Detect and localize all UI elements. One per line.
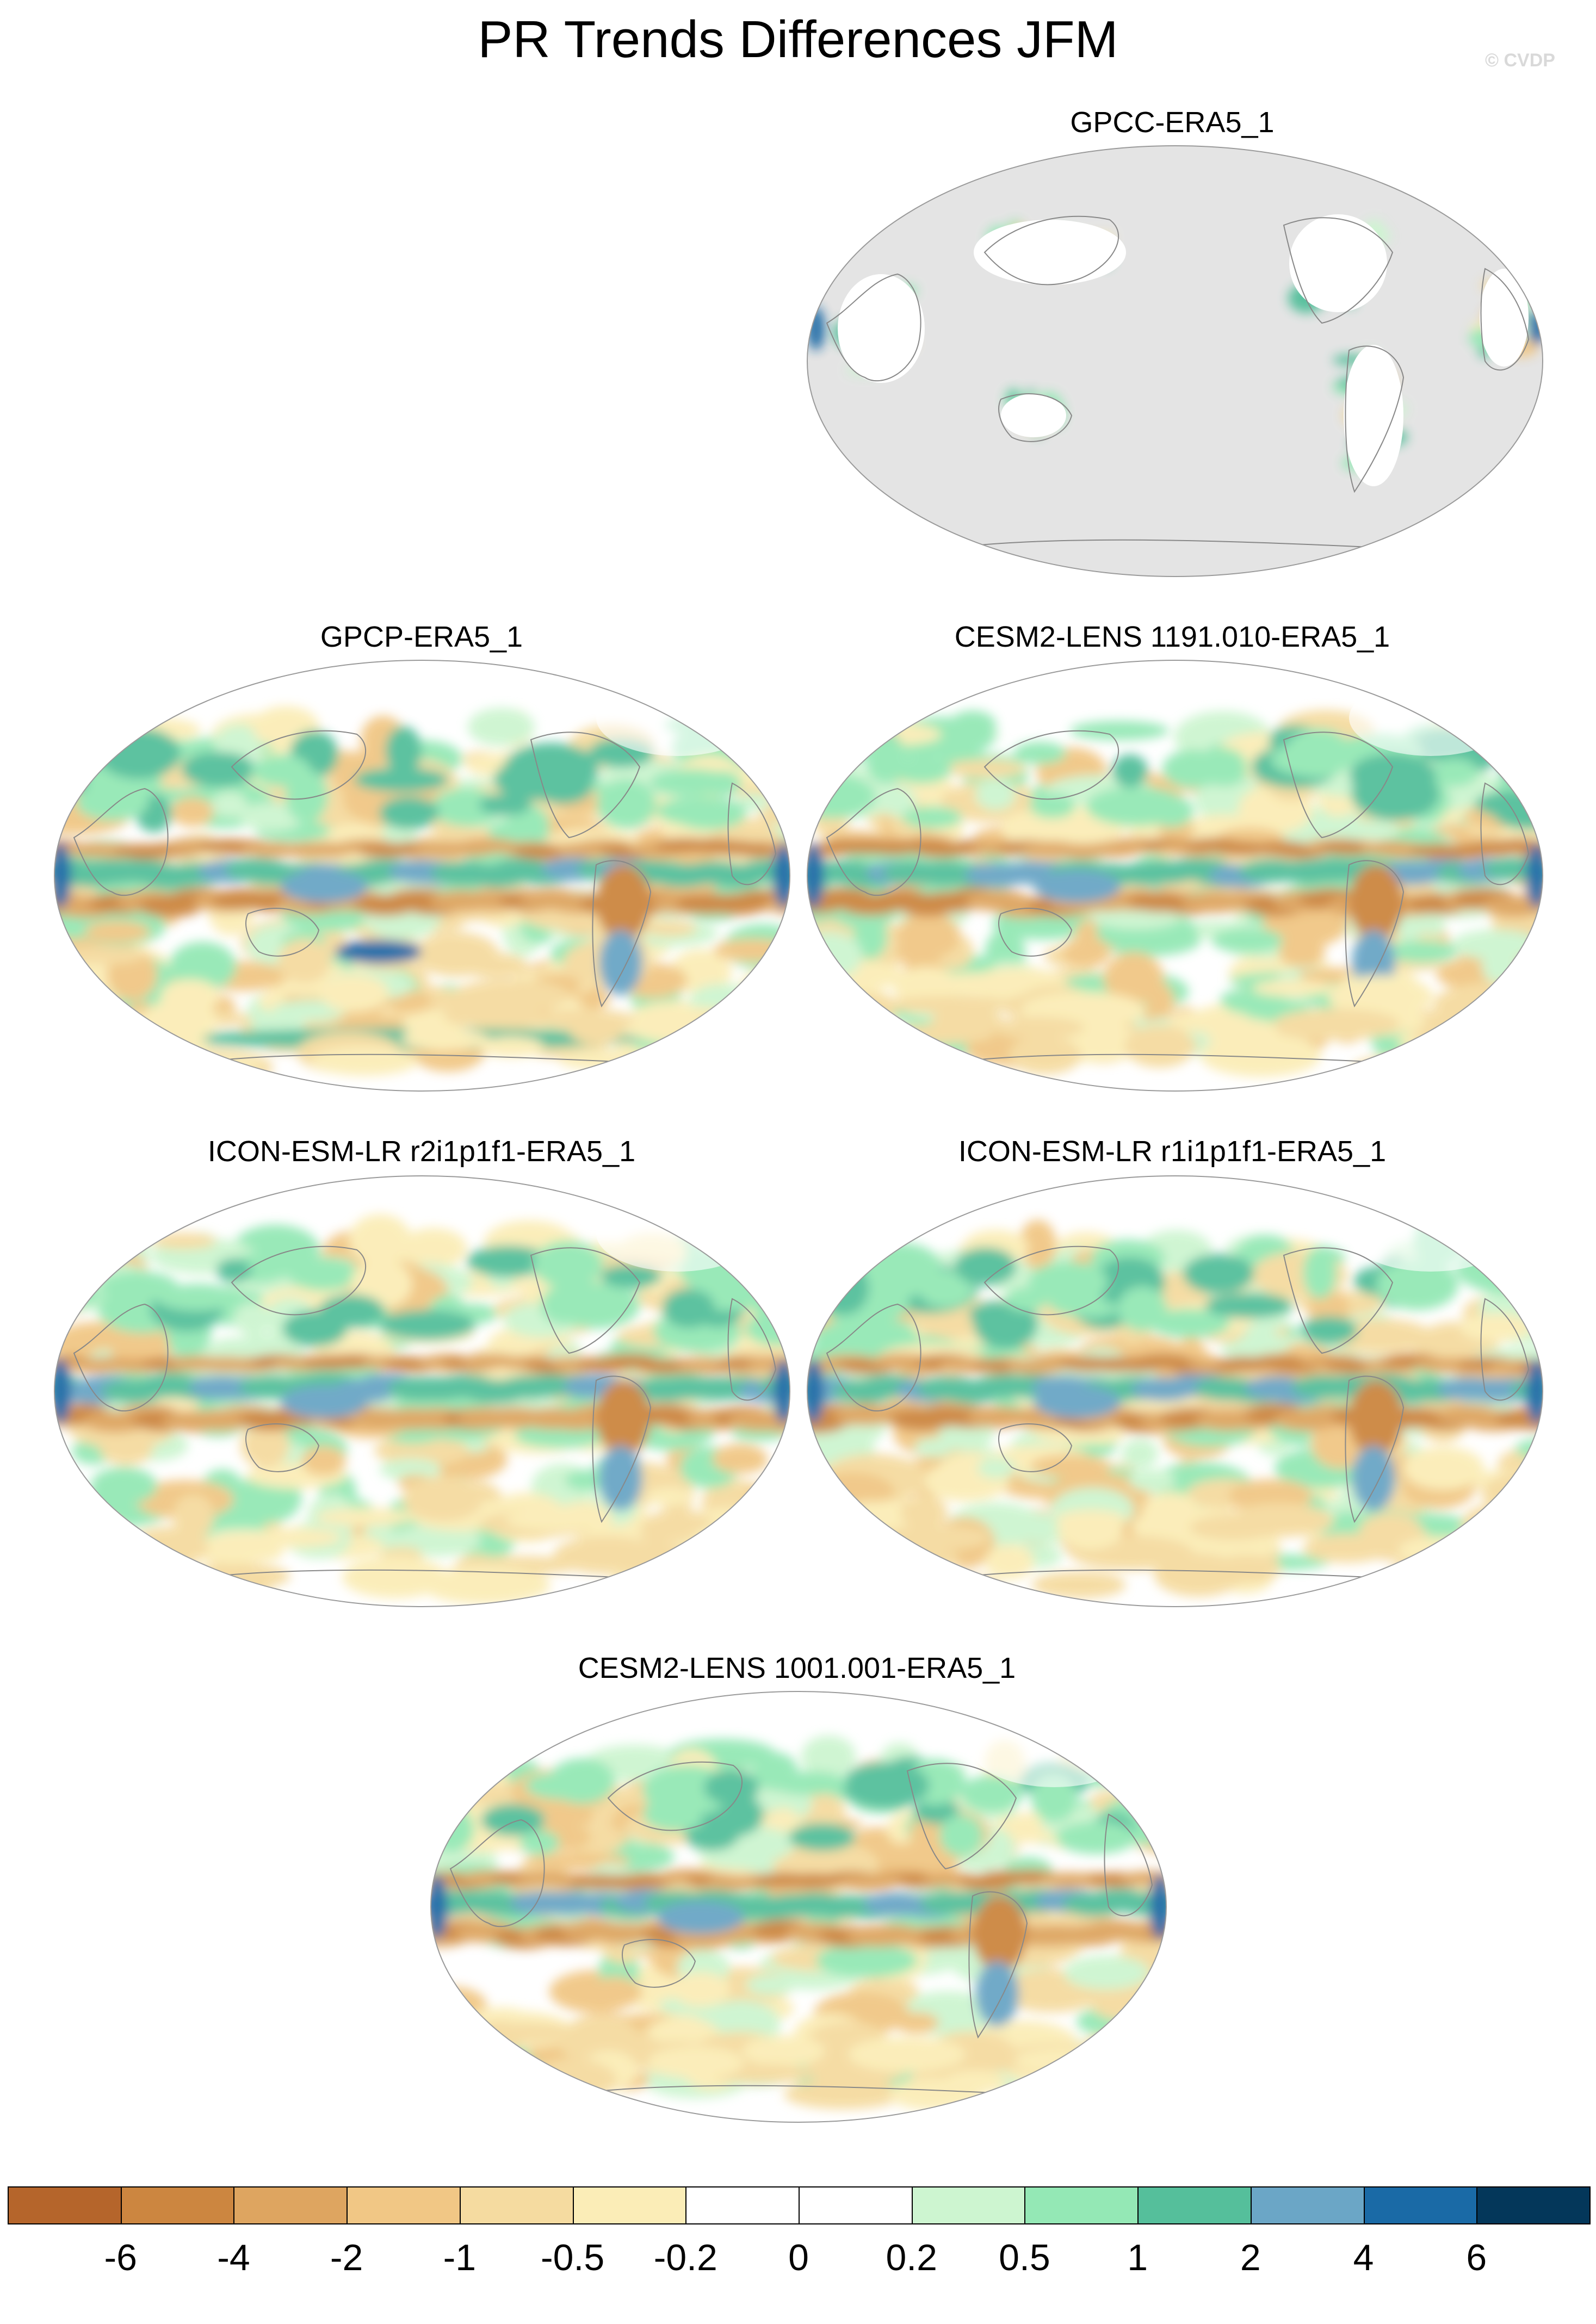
colorbar-label: 6 xyxy=(1466,2237,1487,2278)
map-svg xyxy=(807,145,1543,577)
coastlines xyxy=(826,1245,1530,1579)
coastlines xyxy=(73,1245,777,1579)
colorbar-label: -1 xyxy=(443,2237,477,2278)
map-field xyxy=(807,660,1543,1091)
colorbar-label: 1 xyxy=(1127,2237,1148,2278)
colorbar-box xyxy=(459,2186,574,2224)
coastlines xyxy=(73,730,777,1064)
coastlines xyxy=(826,730,1530,1064)
colorbar-box xyxy=(1363,2186,1478,2224)
map-border xyxy=(807,1175,1543,1607)
colorbar-box xyxy=(233,2186,348,2224)
panel-title-icon-r1: ICON-ESM-LR r1i1p1f1-ERA5_1 xyxy=(958,1135,1387,1168)
map-border xyxy=(430,1691,1167,2123)
colorbar-label: -2 xyxy=(330,2237,363,2278)
panel-title-gpcp: GPCP-ERA5_1 xyxy=(320,621,523,653)
map-field xyxy=(431,1691,1166,2122)
colorbar-box xyxy=(1024,2186,1139,2224)
map-border xyxy=(807,660,1543,1092)
map-border xyxy=(807,145,1543,577)
colorbar-label: 0.2 xyxy=(886,2237,937,2278)
panel-title-cesm2-1001: CESM2-LENS 1001.001-ERA5_1 xyxy=(578,1652,1016,1684)
colorbar-label: -4 xyxy=(217,2237,250,2278)
colorbar-label: -0.2 xyxy=(653,2237,717,2278)
colorbar-label: -0.5 xyxy=(540,2237,605,2278)
colorbar-label: 4 xyxy=(1353,2237,1374,2278)
panel-title-cesm2-1191: CESM2-LENS 1191.010-ERA5_1 xyxy=(954,621,1390,653)
map-svg xyxy=(430,1691,1167,2123)
map-border xyxy=(54,1175,790,1607)
map-svg xyxy=(807,660,1543,1092)
coastlines xyxy=(826,215,1530,549)
map-field xyxy=(807,1176,1543,1607)
map-icon-r2 xyxy=(52,1174,792,1609)
colorbar-box xyxy=(1137,2186,1252,2224)
colorbar-box xyxy=(8,2186,122,2224)
cvdp-watermark: © CVDP xyxy=(1485,50,1555,71)
map-icon-r1 xyxy=(805,1174,1545,1609)
colorbar-box xyxy=(685,2186,800,2224)
colorbar xyxy=(8,2186,1591,2224)
colorbar-box xyxy=(1476,2186,1591,2224)
map-cesm2-1001 xyxy=(429,1689,1168,2124)
map-gpcc xyxy=(805,144,1545,579)
figure-title: PR Trends Differences JFM xyxy=(478,10,1118,69)
map-cesm2-1191 xyxy=(805,658,1545,1093)
colorbar-box xyxy=(911,2186,1026,2224)
colorbar-label: 2 xyxy=(1240,2237,1261,2278)
colorbar-box xyxy=(572,2186,687,2224)
colorbar-box xyxy=(1250,2186,1365,2224)
colorbar-box xyxy=(120,2186,235,2224)
colorbar-label: 0.5 xyxy=(999,2237,1050,2278)
map-gpcp xyxy=(52,658,792,1093)
map-svg xyxy=(807,1175,1543,1607)
map-field xyxy=(54,660,790,1091)
map-svg xyxy=(54,660,790,1092)
map-field xyxy=(54,1176,790,1607)
panel-title-gpcc: GPCC-ERA5_1 xyxy=(1070,106,1275,139)
map-field xyxy=(807,146,1543,577)
panel-title-icon-r2: ICON-ESM-LR r2i1p1f1-ERA5_1 xyxy=(207,1135,636,1168)
map-svg xyxy=(54,1175,790,1607)
colorbar-box xyxy=(799,2186,913,2224)
colorbar-box xyxy=(347,2186,461,2224)
coastlines xyxy=(449,1761,1153,2095)
colorbar-label: 0 xyxy=(788,2237,809,2278)
colorbar-label: -6 xyxy=(104,2237,137,2278)
map-border xyxy=(54,660,790,1092)
